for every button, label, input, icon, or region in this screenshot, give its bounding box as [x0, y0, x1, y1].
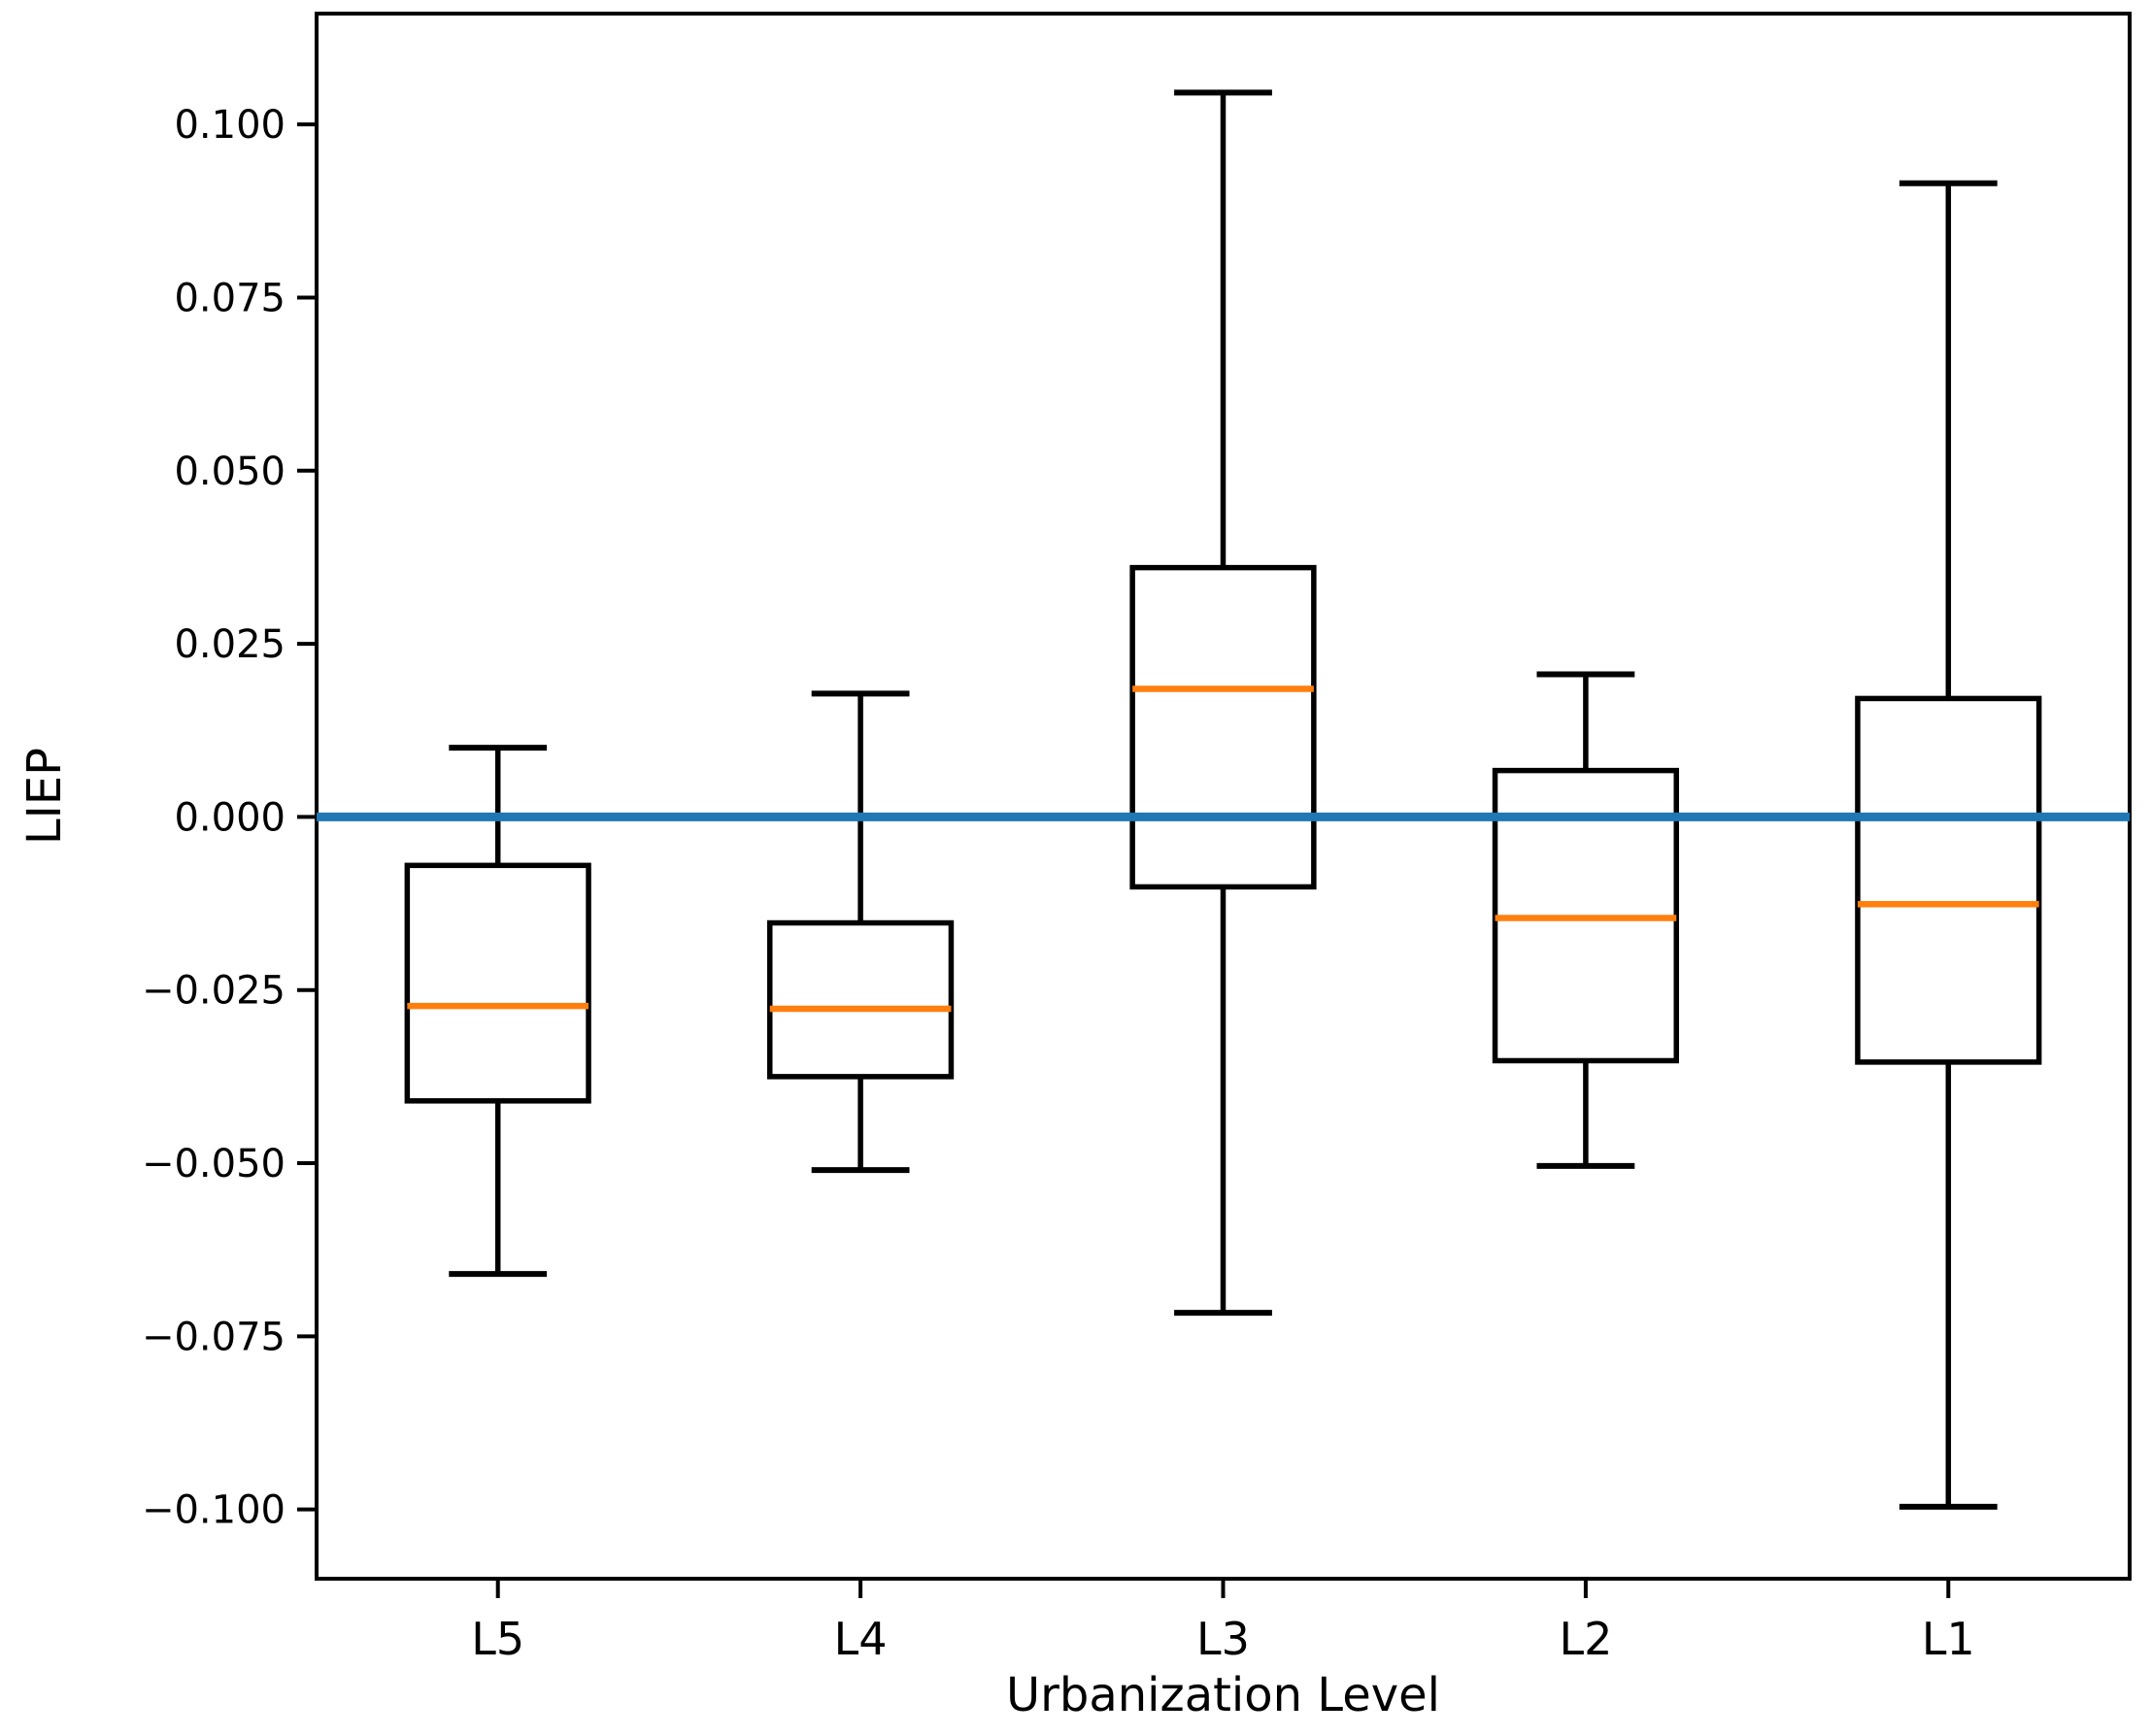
box-L3 — [1129, 564, 1317, 890]
box-L1 — [1855, 695, 2042, 1065]
y-tick-label: 0.000 — [174, 795, 286, 840]
y-tick-label: 0.100 — [174, 103, 286, 148]
x-tick-label-L1: L1 — [1922, 1613, 1975, 1665]
y-tick-label: −0.075 — [142, 1315, 286, 1359]
box-L4 — [767, 919, 955, 1080]
y-tick-label: 0.050 — [174, 450, 286, 494]
x-axis-title: Urbanization Level — [1006, 1668, 1440, 1722]
x-tick-label-L2: L2 — [1559, 1613, 1612, 1665]
x-tick-label-L5: L5 — [471, 1613, 524, 1665]
box-L5 — [404, 862, 591, 1104]
x-tick-label-L3: L3 — [1196, 1613, 1250, 1665]
y-tick-label: 0.025 — [174, 622, 286, 667]
plot-area: 0.100 0.075 0.050 0.025 0.000 −0.025 −0.050 −0.… — [142, 12, 2132, 1665]
x-tick-label-L4: L4 — [834, 1613, 888, 1665]
y-tick-label: −0.100 — [142, 1488, 286, 1533]
y-tick-label: −0.025 — [142, 969, 286, 1014]
y-axis-title: LIEP — [17, 748, 72, 845]
y-tick-label: −0.050 — [142, 1142, 286, 1186]
y-tick-label: 0.075 — [174, 276, 286, 320]
